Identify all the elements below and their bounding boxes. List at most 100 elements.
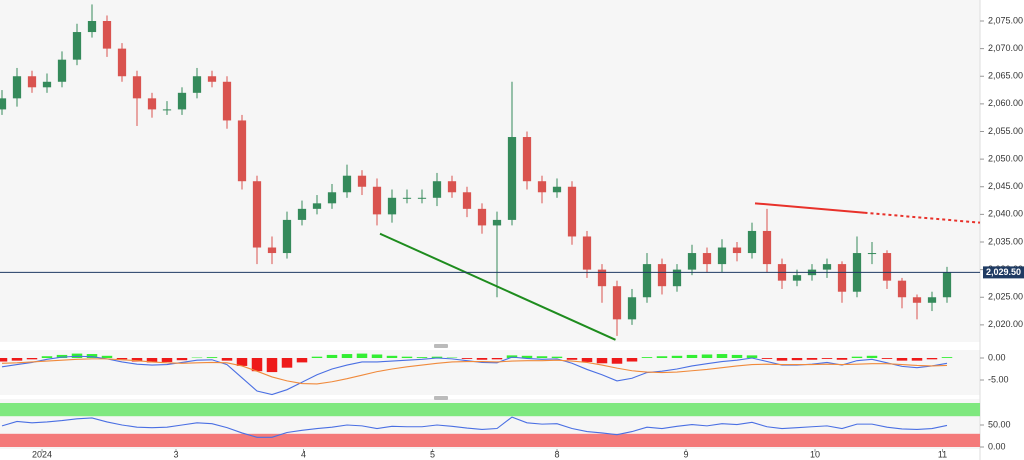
candle-body — [252, 181, 262, 248]
y-tick-label: 0.00 — [988, 352, 1006, 362]
candle-body — [462, 192, 472, 209]
macd-bar — [731, 354, 743, 359]
candle-body — [837, 264, 847, 292]
candle-body — [207, 76, 217, 82]
macd-bar — [686, 354, 698, 359]
macd-bar — [521, 355, 533, 359]
candle-body — [822, 264, 832, 270]
macd-bar — [596, 358, 608, 364]
macd-bar — [371, 354, 383, 359]
candle-body — [432, 181, 442, 198]
macd-bar — [311, 356, 323, 359]
candle-body — [612, 286, 622, 320]
macd-bar — [341, 354, 353, 359]
macd-bar — [821, 358, 833, 359]
macd-bar — [836, 358, 848, 360]
macd-bar — [476, 358, 488, 360]
candle-body — [747, 230, 757, 254]
candle-body — [312, 203, 322, 209]
candle-body — [12, 76, 22, 99]
macd-bar — [641, 357, 653, 359]
macd-bar — [161, 358, 173, 362]
candle-body — [702, 253, 712, 265]
y-tick-label: 2,035.00 — [988, 236, 1023, 246]
macd-bar — [746, 355, 758, 359]
trend-line — [754, 202, 865, 214]
candle-body — [582, 236, 592, 270]
x-tick-label: 3 — [173, 449, 178, 459]
macd-bar — [56, 354, 68, 359]
macd-bar — [866, 355, 878, 359]
macd-bar — [101, 355, 113, 359]
macd-panel — [0, 350, 980, 395]
candle-body — [357, 175, 367, 187]
candle-body — [942, 272, 952, 298]
macd-bar — [611, 358, 623, 364]
price-label-bg — [983, 266, 1024, 279]
candle-body — [297, 208, 307, 220]
candle-body — [42, 81, 52, 88]
candle-body — [372, 186, 382, 215]
candle-body — [387, 197, 397, 215]
price-panel — [0, 0, 980, 342]
x-tick-label: 11 — [938, 449, 947, 459]
candle-body — [552, 186, 562, 193]
y-tick-label: 2,020.00 — [988, 319, 1023, 329]
panel-handle[interactable] — [434, 344, 448, 348]
macd-bar — [221, 358, 233, 361]
macd-bar — [236, 358, 248, 366]
candle-body — [537, 181, 547, 193]
macd-bar — [761, 358, 773, 359]
macd-bar — [131, 358, 143, 362]
macd-bar — [491, 358, 503, 360]
candle-body — [567, 186, 577, 237]
candle-body — [237, 120, 247, 182]
candle-body — [117, 48, 127, 77]
rsi-band — [0, 403, 980, 417]
candle-body — [147, 98, 157, 110]
candle-body — [687, 253, 697, 270]
candle-body — [762, 230, 772, 265]
candle-body — [447, 181, 457, 193]
x-tick-label: 4 — [301, 449, 306, 459]
macd-bar — [911, 358, 923, 361]
y-tick-label: 50.00 — [988, 419, 1011, 429]
macd-bar — [461, 358, 473, 359]
macd-bar — [251, 358, 263, 372]
macd-bar — [26, 358, 38, 360]
macd-bar — [896, 358, 908, 361]
macd-bar — [86, 354, 98, 359]
macd-bar — [0, 358, 8, 362]
candle-body — [642, 264, 652, 298]
macd-bar — [626, 358, 638, 362]
macd-bar — [326, 354, 338, 359]
trend-line — [379, 232, 616, 341]
macd-bar — [776, 358, 788, 361]
candle-body — [402, 197, 412, 199]
panel-handle[interactable] — [434, 396, 448, 400]
y-tick-label: 2,050.00 — [988, 153, 1023, 163]
candle-body — [57, 59, 67, 82]
candle-body — [732, 247, 742, 254]
trend-line — [864, 211, 981, 224]
candle-body — [717, 247, 727, 265]
candle-body — [162, 109, 172, 111]
macd-bar — [416, 357, 428, 359]
macd-bar — [806, 358, 818, 360]
candle-body — [867, 253, 877, 255]
y-tick-label: 2,040.00 — [988, 209, 1023, 219]
y-tick-label: 2,055.00 — [988, 126, 1023, 136]
candle-body — [507, 137, 517, 220]
macd-bar — [116, 358, 128, 360]
x-tick-label: 8 — [554, 449, 559, 459]
x-tick-label: 10 — [810, 449, 820, 459]
y-tick-label: 0.00 — [988, 441, 1006, 451]
x-tick-label: 2024 — [32, 449, 52, 459]
macd-bar — [281, 358, 293, 368]
x-tick-label: 9 — [683, 449, 688, 459]
macd-bar — [851, 356, 863, 359]
y-tick-label: 2,060.00 — [988, 98, 1023, 108]
candle-body — [477, 208, 487, 226]
macd-bar — [176, 358, 188, 361]
y-tick-label: 2,045.00 — [988, 181, 1023, 191]
